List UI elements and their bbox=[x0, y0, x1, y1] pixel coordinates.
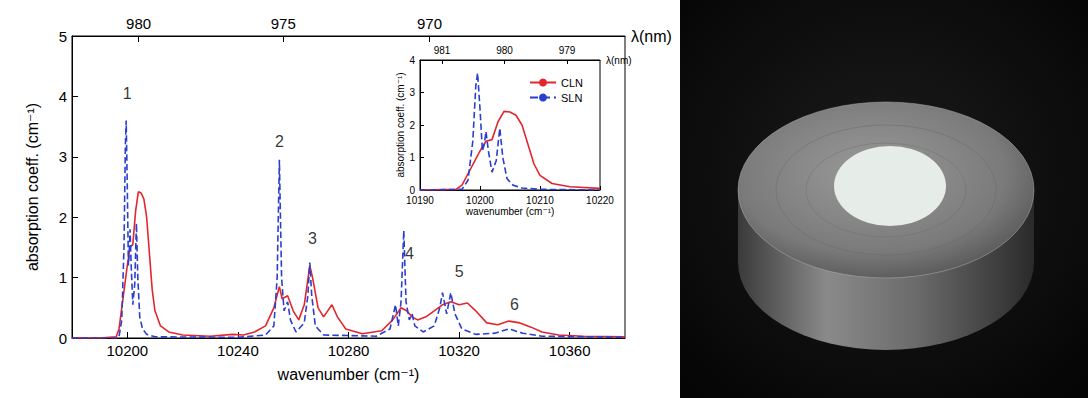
svg-text:0: 0 bbox=[409, 184, 415, 196]
svg-text:975: 975 bbox=[271, 15, 296, 32]
svg-text:10320: 10320 bbox=[438, 342, 480, 359]
svg-text:0: 0 bbox=[59, 330, 67, 347]
svg-text:5: 5 bbox=[59, 28, 67, 45]
svg-text:10190: 10190 bbox=[406, 195, 434, 206]
svg-text:2: 2 bbox=[275, 133, 284, 150]
svg-text:wavenumber (cm⁻¹): wavenumber (cm⁻¹) bbox=[277, 366, 420, 383]
svg-text:980: 980 bbox=[126, 15, 151, 32]
svg-text:5: 5 bbox=[455, 263, 464, 280]
svg-text:979: 979 bbox=[559, 45, 576, 56]
svg-text:6: 6 bbox=[510, 296, 519, 313]
svg-text:2: 2 bbox=[409, 120, 415, 131]
svg-text:10220: 10220 bbox=[586, 195, 614, 206]
svg-text:1: 1 bbox=[409, 152, 415, 163]
svg-text:980: 980 bbox=[496, 45, 513, 56]
svg-text:10240: 10240 bbox=[217, 342, 259, 359]
svg-text:3: 3 bbox=[308, 230, 317, 247]
svg-text:10200: 10200 bbox=[466, 195, 494, 206]
svg-text:10200: 10200 bbox=[106, 342, 148, 359]
svg-text:10210: 10210 bbox=[526, 195, 554, 206]
svg-text:CLN: CLN bbox=[561, 77, 583, 89]
svg-text:1: 1 bbox=[123, 85, 132, 102]
svg-text:981: 981 bbox=[434, 45, 451, 56]
svg-text:λ(nm): λ(nm) bbox=[606, 55, 632, 66]
svg-text:4: 4 bbox=[409, 55, 415, 66]
svg-text:1: 1 bbox=[59, 269, 67, 286]
svg-text:absorption coeff. (cm⁻¹): absorption coeff. (cm⁻¹) bbox=[395, 72, 406, 177]
svg-text:SLN: SLN bbox=[561, 92, 582, 104]
svg-text:10360: 10360 bbox=[549, 342, 591, 359]
svg-text:970: 970 bbox=[417, 15, 442, 32]
svg-text:2: 2 bbox=[59, 209, 67, 226]
svg-text:10280: 10280 bbox=[328, 342, 370, 359]
svg-text:3: 3 bbox=[59, 148, 67, 165]
svg-text:absorption coeff. (cm⁻¹): absorption coeff. (cm⁻¹) bbox=[24, 103, 41, 271]
svg-text:3: 3 bbox=[409, 87, 415, 98]
svg-text:wavenumber (cm⁻¹): wavenumber (cm⁻¹) bbox=[465, 206, 555, 217]
svg-text:λ(nm): λ(nm) bbox=[631, 28, 672, 45]
svg-text:4: 4 bbox=[405, 245, 414, 262]
svg-text:4: 4 bbox=[59, 88, 67, 105]
